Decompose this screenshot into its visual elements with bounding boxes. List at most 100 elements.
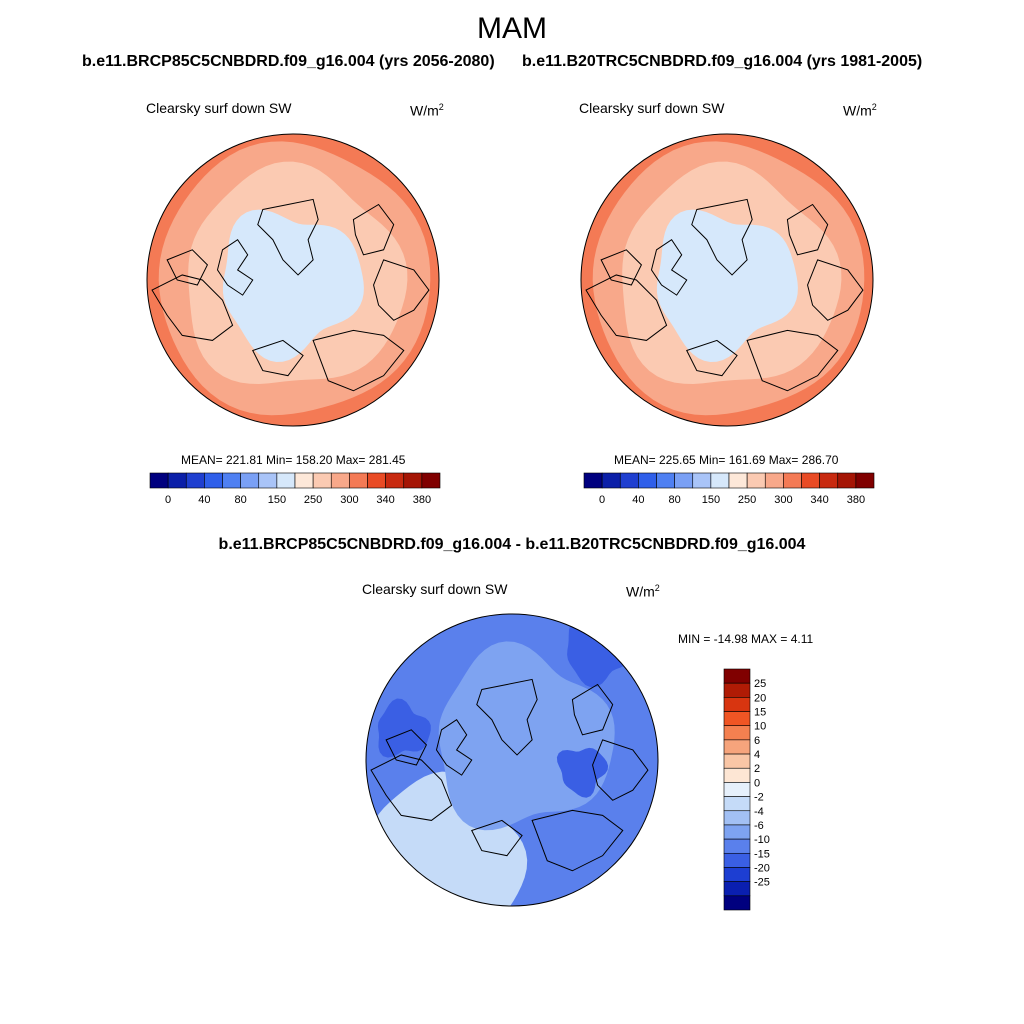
panel3-colorbar-box xyxy=(723,867,751,882)
panel2-map-border xyxy=(580,133,874,427)
panel1-colorbar-tick-label: 300 xyxy=(340,494,358,506)
panel1-coastline-7 xyxy=(373,259,430,321)
panel3-colorbar-tick-label: 4 xyxy=(754,749,760,761)
panel3-coastline-6 xyxy=(571,683,614,736)
panel3-stats: MIN = -14.98 MAX = 4.11 xyxy=(678,632,814,646)
panel1-variable-label: Clearsky surf down SW xyxy=(146,100,292,116)
panel3-colorbar-tick-label: 6 xyxy=(754,735,760,747)
panel3-colorbar-box xyxy=(723,782,751,797)
panel1-coastline-3 xyxy=(166,249,209,286)
panel2-coastline-2 xyxy=(585,274,668,341)
panel2-coastline-0 xyxy=(691,198,753,276)
panel3-coastline-2 xyxy=(370,754,453,821)
panel1-colorbar-tick-label: 150 xyxy=(268,494,286,506)
panel2-coastline-6 xyxy=(786,203,829,256)
panel3-colorbar-tick-label: 15 xyxy=(754,707,766,719)
panel3-colorbar-tick-label: -15 xyxy=(754,848,770,860)
panel3-region-patch-hudson xyxy=(377,698,431,758)
panel1-coastline-0 xyxy=(257,198,319,276)
panel3-colorbar-box xyxy=(723,697,751,712)
panel3-map-border xyxy=(365,613,659,907)
panel1-colorbar-tick-label: 380 xyxy=(413,494,431,506)
panel3-units-label: W/m2 xyxy=(626,583,660,600)
panel2-coastline-4 xyxy=(686,339,738,377)
panel3-colorbar-box xyxy=(723,767,751,783)
panel1-colorbar-tick-label: 40 xyxy=(198,494,210,506)
figure-title: MAM xyxy=(477,12,547,45)
panel1-coastline-1 xyxy=(216,239,254,296)
panel2-colorbar-tick-label: 340 xyxy=(810,494,828,506)
panel3-colorbar-tick-label: -4 xyxy=(754,806,764,818)
panel3-colorbar-tick-label: 2 xyxy=(754,763,760,775)
panel2-colorbar-tick-label: 150 xyxy=(702,494,720,506)
panel1-coastline-2 xyxy=(151,274,234,341)
panel3-colorbar-tick-label: 0 xyxy=(754,777,760,789)
panel3-colorbar-tick-label: 20 xyxy=(754,692,766,704)
panel1-region-central-arctic xyxy=(222,209,364,362)
panel1-coastline-5 xyxy=(312,329,405,392)
panel2-colorbar-box xyxy=(855,472,875,489)
panel3-colorbar-box xyxy=(723,682,751,698)
panel2-colorbar-tick-label: 380 xyxy=(847,494,865,506)
panel2-coastline-5 xyxy=(746,329,839,392)
panel3-coastline-0 xyxy=(476,678,538,756)
panel1-colorbar-tick-label: 80 xyxy=(234,494,246,506)
panel3-colorbar-box xyxy=(723,753,751,769)
panel3-colorbar-tick-label: 10 xyxy=(754,721,766,733)
panel3-colorbar-tick-label: 25 xyxy=(754,678,766,690)
panel3-coastline-4 xyxy=(471,819,523,857)
panel1-colorbar-tick-label: 250 xyxy=(304,494,322,506)
panel3-colorbar-box xyxy=(723,668,751,684)
panel1-colorbar-tick-label: 340 xyxy=(376,494,394,506)
panel3-colorbar-box xyxy=(723,852,751,868)
panel3-colorbar-tick-label: -20 xyxy=(754,863,770,875)
panel2-units-label: W/m2 xyxy=(843,102,877,119)
panel3-coastline-5 xyxy=(531,809,624,872)
panel3-region-patch-east xyxy=(556,747,609,798)
panel3-colorbar-tick-label: -2 xyxy=(754,792,764,804)
panel2-colorbar-tick-label: 40 xyxy=(632,494,644,506)
panel3-colorbar-box xyxy=(723,881,751,897)
panel3-colorbar-box xyxy=(723,711,751,727)
panel2-coastline-3 xyxy=(600,249,643,286)
panel1-stats: MEAN= 221.81 Min= 158.20 Max= 281.45 xyxy=(181,453,406,467)
difference-panel-subtitle: b.e11.BRCP85C5CNBDRD.f09_g16.004 - b.e11… xyxy=(218,536,806,553)
panel3-colorbar-tick-label: -6 xyxy=(754,820,764,832)
panel1-units-label: W/m2 xyxy=(410,102,444,119)
panel2-colorbar-tick-label: 0 xyxy=(599,494,605,506)
panel2-coastline-1 xyxy=(650,239,688,296)
panel2-colorbar-tick-label: 300 xyxy=(774,494,792,506)
left-panel-subtitle: b.e11.BRCP85C5CNBDRD.f09_g16.004 (yrs 20… xyxy=(82,53,495,70)
panel1-map-border xyxy=(146,133,440,427)
panel2-colorbar-tick-label: 80 xyxy=(668,494,680,506)
panel3-colorbar-tick-label: -10 xyxy=(754,834,770,846)
panel3-colorbar-box xyxy=(723,838,751,854)
panel3-coastline-3 xyxy=(385,729,428,766)
panel1-colorbar-box xyxy=(421,472,441,489)
panel2-colorbar-tick-label: 250 xyxy=(738,494,756,506)
panel3-colorbar-box xyxy=(723,895,751,911)
panel3-colorbar-tick-label: -25 xyxy=(754,877,770,889)
panel3-colorbar-box xyxy=(723,739,751,755)
panel1-coastline-6 xyxy=(352,203,395,256)
panel3-colorbar-box xyxy=(723,810,751,826)
panel2-stats: MEAN= 225.65 Min= 161.69 Max= 286.70 xyxy=(614,453,839,467)
panel1-colorbar-tick-label: 0 xyxy=(165,494,171,506)
panel1-coastline-4 xyxy=(252,339,304,377)
panel3-coastline-7 xyxy=(592,739,649,801)
panel3-colorbar-box xyxy=(723,796,751,812)
panel3-colorbar-box xyxy=(723,725,751,741)
panel3-variable-label: Clearsky surf down SW xyxy=(362,581,508,597)
panel2-region-central-arctic xyxy=(656,209,798,362)
right-panel-subtitle: b.e11.B20TRC5CNBDRD.f09_g16.004 (yrs 198… xyxy=(522,53,923,70)
panel2-variable-label: Clearsky surf down SW xyxy=(579,100,725,116)
panel3-coastline-1 xyxy=(435,719,473,776)
panel2-coastline-7 xyxy=(807,259,864,321)
panel3-colorbar-box xyxy=(723,824,751,840)
